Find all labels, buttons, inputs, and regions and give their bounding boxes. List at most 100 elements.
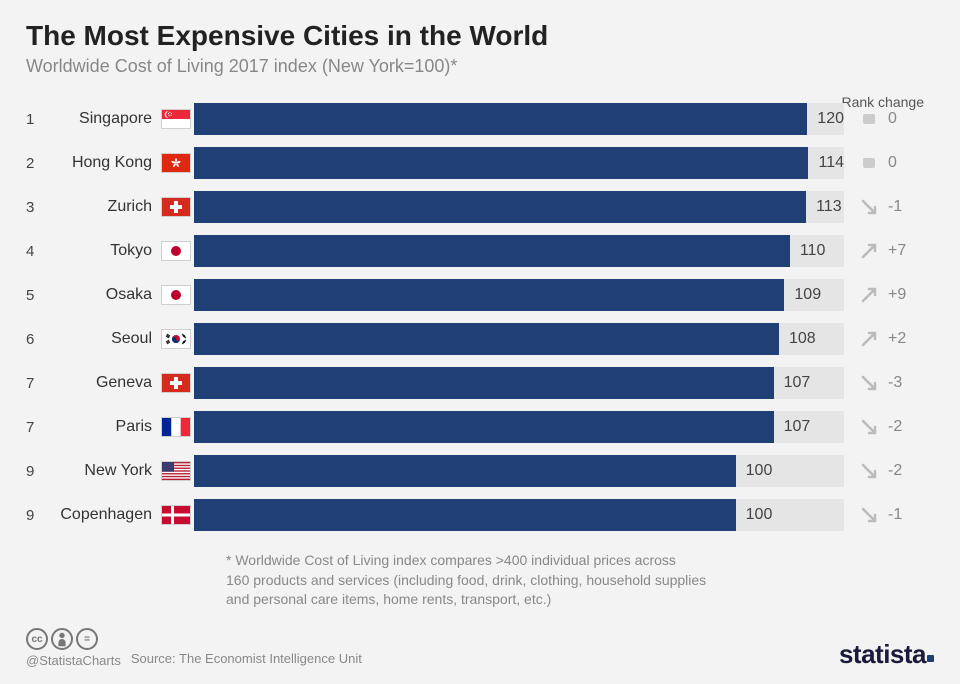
chart-row: 1Singapore 120 0 [26,101,934,137]
by-icon [51,628,73,650]
city-name: Hong Kong [48,154,158,172]
city-name: Paris [48,418,158,436]
city-name: Singapore [48,110,158,128]
flag-icon [158,198,194,216]
bar-value: 114 [818,154,844,172]
arrow-down-icon [860,198,878,216]
arrow-up-icon [860,286,878,304]
bar-fill [194,279,784,311]
bar-value: 110 [800,242,826,260]
flag-icon [158,154,194,172]
chart-rows: 1Singapore12002Hong Kong11403Zurich113-1… [26,101,934,533]
flag-icon [158,462,194,480]
chart-title: The Most Expensive Cities in the World [26,20,934,52]
rank-change: -2 [844,418,934,436]
arrow-up-icon [860,242,878,260]
rank-change: +9 [844,286,934,304]
rank-change: -1 [844,506,934,524]
bar-track: 110 [194,235,844,267]
bar-value: 100 [746,506,773,524]
rank-number: 1 [26,111,48,128]
flag-icon [158,242,194,260]
cc-icon: cc [26,628,48,650]
bar-fill [194,499,736,531]
bar-fill [194,191,806,223]
bar-value: 107 [784,418,811,436]
bar-fill [194,455,736,487]
flag-icon [158,330,194,348]
chart-row: 2Hong Kong 114 0 [26,145,934,181]
bar-track: 107 [194,367,844,399]
arrow-up-icon [860,330,878,348]
statista-logo-dot [927,655,934,662]
chart-row: 9New York100-2 [26,453,934,489]
arrow-down-icon [860,374,878,392]
chart-row: 9Copenhagen 100 -1 [26,497,934,533]
rank-change-value: 0 [888,154,897,172]
rank-number: 5 [26,287,48,304]
rank-number: 7 [26,375,48,392]
bar-track: 109 [194,279,844,311]
rank-change: -2 [844,462,934,480]
bar-fill [194,323,779,355]
bar-fill [194,367,774,399]
rank-change-value: -2 [888,462,902,480]
chart-row: 3Zurich113-1 [26,189,934,225]
bar-track: 108 [194,323,844,355]
rank-change: -3 [844,374,934,392]
rank-change: +7 [844,242,934,260]
bar-value: 113 [816,198,842,216]
rank-change-value: 0 [888,110,897,128]
chart-row: 4Tokyo 110 +7 [26,233,934,269]
bar-fill [194,235,790,267]
rank-change: 0 [844,110,934,128]
arrow-down-icon [860,506,878,524]
rank-number: 4 [26,243,48,260]
chart-row: 7Paris107-2 [26,409,934,445]
bar-value: 100 [746,462,773,480]
bar-fill [194,147,808,179]
bar-value: 109 [794,286,821,304]
city-name: Seoul [48,330,158,348]
arrow-down-icon [860,418,878,436]
rank-change-value: -3 [888,374,902,392]
rank-number: 2 [26,155,48,172]
rank-number: 3 [26,199,48,216]
bar-track: 100 [194,499,844,531]
cc-badges: cc = @StatistaCharts [26,628,121,670]
rank-change-value: +7 [888,242,906,260]
chart-row: 5Osaka 109 +9 [26,277,934,313]
bar-track: 100 [194,455,844,487]
bar-value: 108 [789,330,816,348]
rank-change-value: +2 [888,330,906,348]
footnote-line: and personal care items, home rents, tra… [226,590,786,610]
chart-row: 6Seoul108+2 [26,321,934,357]
bar-track: 114 [194,147,844,179]
rank-change-value: +9 [888,286,906,304]
rank-change: +2 [844,330,934,348]
rank-number: 9 [26,507,48,524]
chart-row: 7Geneva 107 -3 [26,365,934,401]
city-name: Geneva [48,374,158,392]
rank-change-header: Rank change [841,94,924,110]
city-name: Copenhagen [48,506,158,524]
arrow-down-icon [860,462,878,480]
flag-icon [158,506,194,524]
rank-change-value: -2 [888,418,902,436]
footer: cc = @StatistaCharts Source: The Economi… [26,628,934,670]
rank-change: 0 [844,154,934,172]
footer-left: cc = @StatistaCharts Source: The Economi… [26,628,362,670]
rank-change-value: -1 [888,506,902,524]
source-text: Source: The Economist Intelligence Unit [131,651,362,668]
rank-change: -1 [844,198,934,216]
chart-subtitle: Worldwide Cost of Living 2017 index (New… [26,56,934,77]
flag-icon [158,110,194,128]
city-name: New York [48,462,158,480]
flag-icon [158,286,194,304]
bar-value: 107 [784,374,811,392]
bar-track: 120 [194,103,844,135]
city-name: Tokyo [48,242,158,260]
nd-icon: = [76,628,98,650]
no-change-icon [860,154,878,172]
city-name: Osaka [48,286,158,304]
